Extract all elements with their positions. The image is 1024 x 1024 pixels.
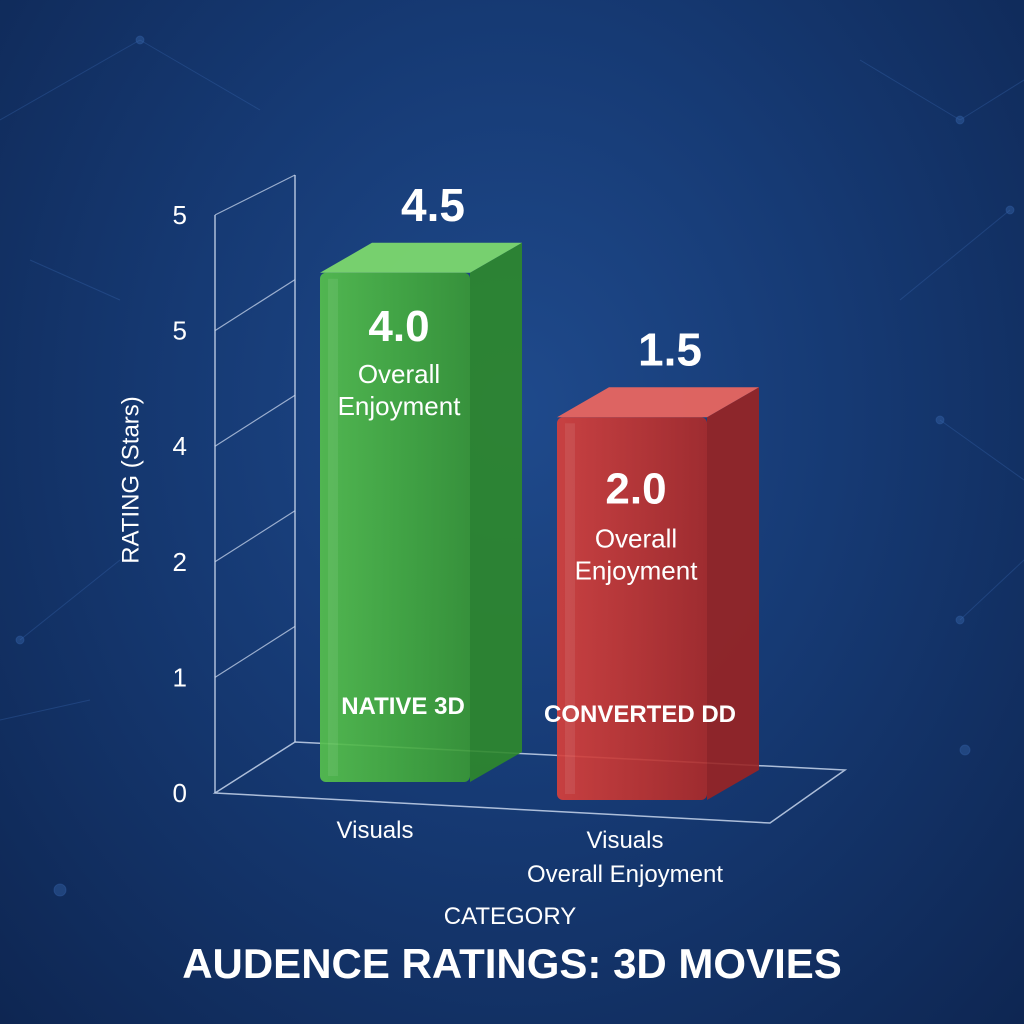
bar-inner-caption: Enjoyment xyxy=(575,555,699,585)
gridline xyxy=(214,625,296,678)
gridline xyxy=(214,279,296,332)
gridline xyxy=(214,394,296,447)
y-tick-label: 1 xyxy=(173,662,187,692)
bar-series-label: CONVERTED DD xyxy=(544,701,736,728)
bar-value-label: 4.5 xyxy=(401,179,465,231)
x-tick-label: Visuals xyxy=(587,827,664,854)
bar-inner-caption: Overall xyxy=(595,523,677,553)
y-axis-ticks: 0 1 2 4 5 5 xyxy=(173,200,187,808)
background-network xyxy=(0,35,1024,897)
bar-series-label: NATIVE 3D xyxy=(341,693,465,720)
gridline xyxy=(214,510,296,563)
bar-highlight xyxy=(328,278,338,776)
gridline xyxy=(214,174,296,216)
y-tick-label: 2 xyxy=(173,547,187,577)
y-axis-title: RATING (Stars) xyxy=(117,396,144,564)
category-labels: Visuals Visuals Overall Enjoyment xyxy=(337,817,724,888)
bar-value-label: 1.5 xyxy=(638,323,702,375)
gridlines xyxy=(214,174,296,678)
bar-front-face xyxy=(557,417,707,800)
bar-inner-value: 2.0 xyxy=(605,464,666,513)
bar-inner-caption: Overall xyxy=(358,359,440,389)
bar-top-face xyxy=(320,242,522,273)
bar-side-face xyxy=(470,242,522,783)
y-tick-label: 5 xyxy=(173,316,187,346)
x-tick-label: Visuals xyxy=(337,817,414,844)
bar-side-face xyxy=(707,387,759,800)
y-tick-label: 0 xyxy=(173,778,187,808)
y-tick-label: 4 xyxy=(173,431,187,461)
x-axis-title: CATEGORY xyxy=(444,903,576,930)
bar-inner-caption: Enjoyment xyxy=(338,391,462,421)
bar-inner-value: 4.0 xyxy=(368,302,429,351)
y-tick-label: 5 xyxy=(173,200,187,230)
bar-highlight xyxy=(565,423,575,794)
axis-frame xyxy=(212,175,848,824)
bar-top-face xyxy=(557,387,759,418)
x-tick-label: Overall Enjoyment xyxy=(527,861,723,888)
chart-title: AUDENCE RATINGS: 3D MOVIES xyxy=(182,940,842,987)
bar-front-face xyxy=(320,272,470,782)
